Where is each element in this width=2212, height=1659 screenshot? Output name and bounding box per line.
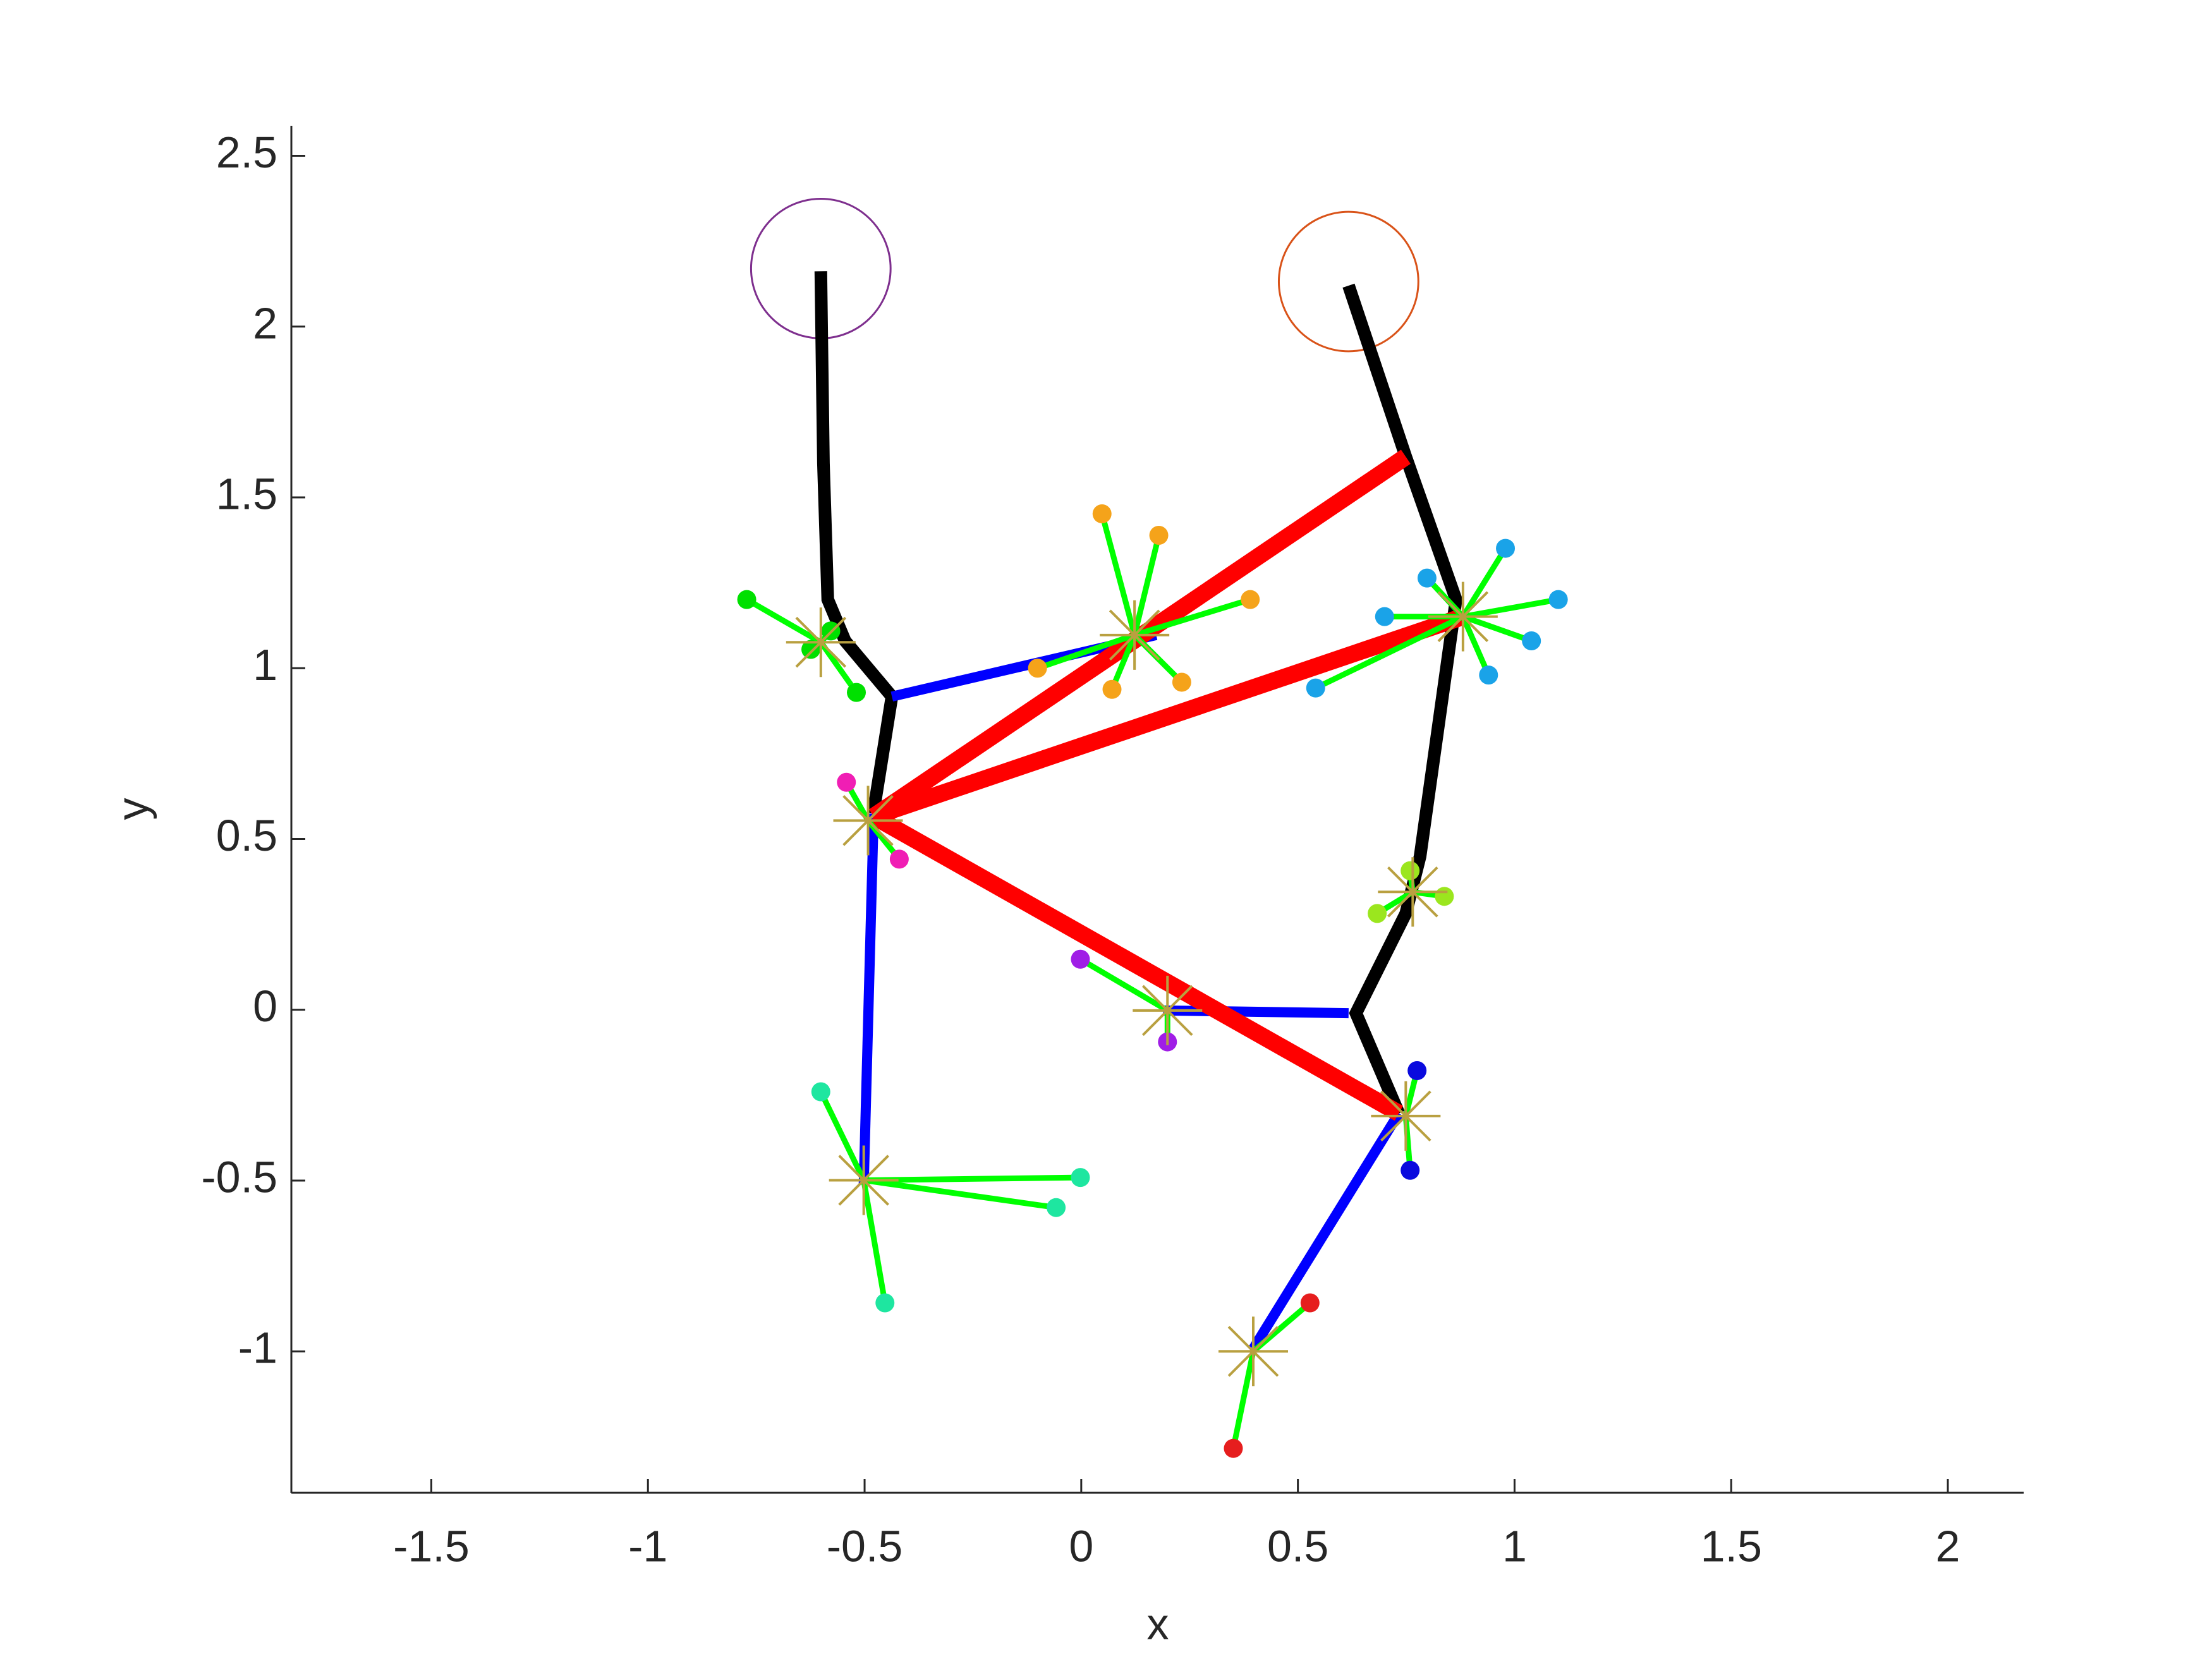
y-tick-label: -1	[238, 1323, 277, 1373]
x-tick-label: -0.5	[827, 1521, 903, 1571]
marker-dot	[1435, 887, 1454, 906]
spoke	[1462, 614, 1533, 644]
spoke	[1462, 597, 1559, 620]
marker-dot	[1401, 861, 1420, 880]
marker-dot	[1306, 678, 1325, 698]
marker-dot	[1479, 665, 1498, 685]
marker-dot	[837, 772, 856, 792]
spoke	[745, 597, 823, 645]
star-marker	[1133, 975, 1203, 1045]
y-tick-label: 1.5	[216, 470, 277, 519]
marker-dot	[801, 640, 821, 659]
marker-dot	[1368, 904, 1387, 923]
marker-dot	[1375, 607, 1394, 626]
marker-dot	[1224, 1438, 1243, 1458]
y-tick-label: -0.5	[201, 1152, 277, 1201]
marker-dot	[889, 849, 909, 869]
spoke	[1109, 634, 1138, 691]
y-tick-label: 1	[253, 640, 277, 690]
star-marker	[1378, 857, 1448, 927]
spoke	[861, 1179, 888, 1304]
marker-dot	[847, 683, 866, 702]
marker-dot	[1028, 659, 1047, 678]
marker-dot	[1071, 1168, 1090, 1188]
star-marker	[1218, 1316, 1289, 1387]
marker-dot	[1241, 590, 1260, 609]
star-marker	[829, 1145, 899, 1215]
marker-dot	[1071, 949, 1090, 969]
marker-dot	[1092, 504, 1112, 523]
y-tick-label: 0	[253, 981, 277, 1031]
star-marker	[833, 786, 903, 856]
limb-line	[1342, 283, 1463, 1116]
spoke	[818, 640, 859, 695]
marker-dot	[1047, 1198, 1066, 1217]
x-tick-label: 2	[1936, 1521, 1960, 1571]
marker-dot	[737, 590, 757, 609]
marker-dot	[1496, 538, 1516, 558]
limb-line	[858, 813, 879, 1185]
marker-dot	[1417, 568, 1437, 588]
x-tick-label: 0	[1069, 1521, 1093, 1571]
star-marker	[786, 607, 856, 678]
x-tick-label: -1.5	[393, 1521, 470, 1571]
spoke	[818, 1090, 866, 1182]
spoke	[1314, 614, 1464, 691]
spoke	[1231, 1351, 1256, 1449]
marker-dot	[1401, 1160, 1420, 1180]
marker-dot	[1522, 631, 1541, 651]
limb-line	[869, 809, 1404, 1121]
head-circle	[1277, 210, 1419, 353]
spoke	[1131, 534, 1162, 636]
marker-dot	[1407, 1060, 1427, 1080]
x-axis-label: x	[1147, 1599, 1169, 1648]
marker-dot	[875, 1293, 895, 1313]
star-marker	[1100, 600, 1170, 670]
y-axis-label: y	[107, 798, 157, 820]
y-tick-label: 0.5	[216, 811, 277, 860]
x-tick-label: 1	[1502, 1521, 1527, 1571]
spoke	[1036, 632, 1136, 671]
x-tick-label: 1.5	[1701, 1521, 1762, 1571]
spoke	[863, 1174, 1081, 1183]
star-marker	[1428, 581, 1498, 652]
marker-dot	[1548, 590, 1568, 609]
marker-dot	[811, 1082, 830, 1102]
marker-dot	[1102, 679, 1122, 699]
x-tick-label: 0.5	[1267, 1521, 1328, 1571]
marker-dot	[1149, 526, 1169, 545]
spoke	[1099, 513, 1138, 636]
limb-line	[1249, 1110, 1404, 1352]
spoke	[1079, 956, 1169, 1013]
y-tick-label: 2.5	[216, 128, 277, 177]
limb-line	[871, 608, 1466, 825]
marker-dot	[1300, 1293, 1320, 1313]
spoke	[1461, 547, 1508, 619]
spoke	[1133, 597, 1251, 638]
marker-dot	[1172, 672, 1191, 692]
spoke	[1460, 615, 1492, 676]
limb-line	[814, 271, 899, 815]
x-tick-label: -1	[628, 1521, 667, 1571]
star-marker	[1371, 1081, 1441, 1151]
y-tick-label: 2	[253, 298, 277, 348]
spoke	[863, 1177, 1057, 1211]
